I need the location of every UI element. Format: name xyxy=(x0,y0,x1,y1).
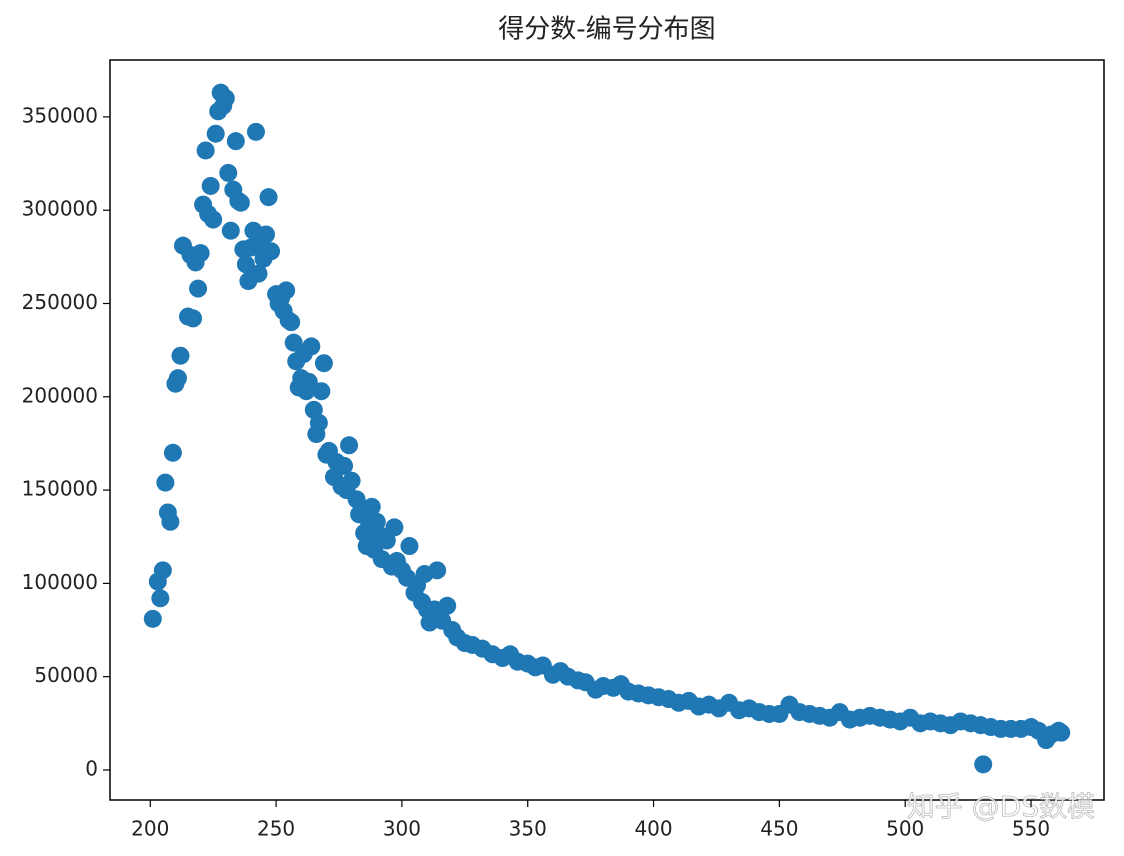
point xyxy=(204,210,223,229)
point xyxy=(385,518,404,537)
y-tick-label: 250000 xyxy=(22,290,98,314)
y-tick-label: 100000 xyxy=(22,570,98,594)
y-tick-label: 150000 xyxy=(22,477,98,501)
point xyxy=(153,561,172,580)
point xyxy=(236,255,255,274)
point xyxy=(206,124,225,143)
x-tick-label: 550 xyxy=(1012,817,1050,841)
y-tick-label: 200000 xyxy=(22,383,98,407)
chart-title: 得分数-编号分布图 xyxy=(498,15,715,45)
y-tick-label: 50000 xyxy=(34,663,98,687)
point xyxy=(257,225,276,244)
point xyxy=(302,337,321,356)
x-tick-label: 400 xyxy=(634,817,672,841)
point xyxy=(196,141,215,160)
point xyxy=(974,755,993,774)
point xyxy=(1052,723,1071,742)
point xyxy=(219,163,238,182)
point xyxy=(226,132,245,151)
point xyxy=(171,346,190,365)
x-tick-label: 300 xyxy=(383,817,421,841)
point xyxy=(262,242,281,261)
y-tick-label: 0 xyxy=(85,756,98,780)
point xyxy=(151,589,170,608)
plot xyxy=(143,83,1071,774)
point xyxy=(347,490,366,509)
point xyxy=(156,473,175,492)
x-tick-label: 250 xyxy=(257,817,295,841)
point xyxy=(189,279,208,298)
point xyxy=(342,471,361,490)
point xyxy=(362,497,381,516)
point xyxy=(438,596,457,615)
point xyxy=(335,456,354,475)
x-tick-label: 450 xyxy=(760,817,798,841)
point xyxy=(221,221,240,240)
point xyxy=(246,122,265,141)
point xyxy=(184,309,203,328)
point xyxy=(201,176,220,195)
point xyxy=(277,281,296,300)
point xyxy=(377,531,396,550)
point xyxy=(216,89,235,108)
point xyxy=(191,244,210,263)
point xyxy=(428,561,447,580)
y-tick-label: 350000 xyxy=(22,103,98,127)
watermark: 知乎 @DS数模 xyxy=(907,790,1095,823)
plot-frame xyxy=(109,59,1105,801)
point xyxy=(340,436,359,455)
point xyxy=(143,609,162,628)
x-tick-label: 200 xyxy=(131,817,169,841)
point xyxy=(259,188,278,207)
point xyxy=(168,369,187,388)
point xyxy=(161,512,180,531)
point xyxy=(249,264,268,283)
point xyxy=(312,382,331,401)
point xyxy=(163,443,182,462)
point xyxy=(231,193,250,212)
y-tick-label: 300000 xyxy=(22,197,98,221)
x-tick-label: 350 xyxy=(509,817,547,841)
point xyxy=(400,537,419,556)
point xyxy=(309,413,328,432)
point xyxy=(282,313,301,332)
point xyxy=(299,372,318,391)
x-tick-label: 500 xyxy=(886,817,924,841)
point xyxy=(314,354,333,373)
